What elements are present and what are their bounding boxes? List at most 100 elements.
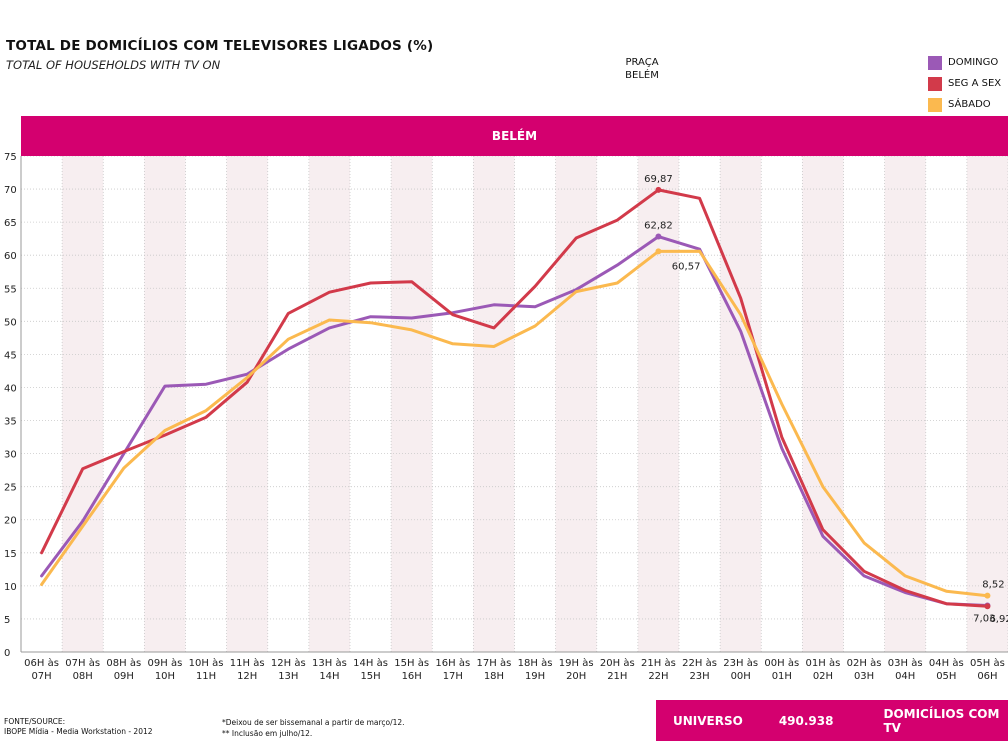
- data-point-marker: [984, 592, 991, 599]
- y-tick-label: 0: [4, 648, 10, 659]
- y-tick-label: 30: [4, 450, 17, 461]
- x-tick-label: 16H às: [435, 657, 470, 669]
- source-text: IBOPE Mídia - Media Workstation - 2012: [4, 727, 153, 736]
- chart-title: TOTAL DE DOMICÍLIOS COM TELEVISORES LIGA…: [6, 38, 434, 54]
- x-tick-label: 06H: [977, 671, 997, 682]
- data-point-marker: [984, 603, 991, 610]
- x-tick-label: 15H: [360, 671, 380, 682]
- y-tick-label: 15: [4, 549, 17, 560]
- y-tick-label: 50: [4, 317, 17, 328]
- legend-item-sabado: SÁBADO: [928, 94, 1001, 115]
- x-tick-label: 16H: [402, 671, 422, 682]
- y-tick-label: 75: [4, 152, 17, 163]
- x-tick-label: 17H: [443, 671, 463, 682]
- y-tick-label: 25: [4, 483, 17, 494]
- x-tick-label: 04H: [895, 671, 915, 682]
- x-tick-label: 13H: [278, 671, 298, 682]
- y-tick-label: 20: [4, 516, 17, 527]
- x-tick-label: 19H: [525, 671, 545, 682]
- legend-label: SÁBADO: [948, 99, 991, 110]
- column-band: [308, 156, 350, 652]
- x-tick-label: 23H: [689, 671, 709, 682]
- x-tick-label: 11H às: [230, 657, 265, 669]
- x-tick-label: 21H às: [641, 657, 676, 669]
- y-tick-label: 5: [4, 615, 10, 626]
- data-point-marker: [655, 233, 662, 240]
- legend-swatch-seg-a-sex: [928, 76, 942, 91]
- x-tick-label: 14H às: [353, 657, 388, 669]
- x-tick-label: 20H: [566, 671, 586, 682]
- region-band-label: BELÉM: [491, 129, 538, 143]
- series-line-s-bado: [40, 249, 989, 598]
- x-tick-label: 18H: [484, 671, 504, 682]
- x-tick-label: 19H às: [559, 657, 594, 669]
- x-tick-label: 03H: [854, 671, 874, 682]
- y-tick-label: 35: [4, 417, 17, 428]
- legend-swatch-sabado: [928, 97, 942, 112]
- series-line-seg-a-sex: [40, 188, 989, 608]
- praca-line-2: BELÉM: [625, 70, 659, 81]
- x-tick-label: 01H: [772, 671, 792, 682]
- x-tick-label: 22H às: [682, 657, 717, 669]
- legend-item-domingo: DOMINGO: [928, 52, 1001, 73]
- legend-swatch-domingo: [928, 55, 942, 70]
- x-tick-label: 10H: [155, 671, 175, 682]
- praca-label: PRAÇA BELÉM: [612, 56, 672, 82]
- x-tick-label: 09H às: [148, 657, 183, 669]
- chart-legend: DOMINGO SEG A SEX SÁBADO: [928, 52, 1001, 115]
- column-band: [62, 156, 104, 652]
- data-label: 62,82: [644, 221, 673, 232]
- x-tick-label: 00H às: [764, 657, 799, 669]
- x-tick-label: 07H às: [65, 657, 100, 669]
- x-tick-label: 07H: [31, 671, 51, 682]
- x-tick-label: 04H às: [929, 657, 964, 669]
- column-band: [966, 156, 1008, 652]
- y-tick-label: 65: [4, 218, 17, 229]
- source-label: FONTE/SOURCE:: [4, 717, 66, 726]
- footnote-1: *Deixou de ser bissemanal a partir de ma…: [222, 718, 405, 727]
- chart-subtitle: TOTAL OF HOUSEHOLDS WITH TV ON: [6, 58, 221, 72]
- x-tick-label: 02H: [813, 671, 833, 682]
- y-tick-label: 70: [4, 185, 17, 196]
- column-band: [226, 156, 268, 652]
- y-tick-label: 45: [4, 350, 17, 361]
- x-tick-label: 11H: [196, 671, 216, 682]
- x-tick-label: 03H às: [888, 657, 923, 669]
- source-footer: FONTE/SOURCE: IBOPE Mídia - Media Workst…: [4, 717, 153, 737]
- x-tick-label: 01H às: [806, 657, 841, 669]
- column-band: [473, 156, 515, 652]
- x-tick-label: 02H às: [847, 657, 882, 669]
- data-label: 6,92: [989, 614, 1008, 625]
- x-tick-label: 12H às: [271, 657, 306, 669]
- universo-box: UNIVERSO 490.938 DOMICÍLIOS COM TV: [656, 700, 1008, 741]
- column-band: [720, 156, 762, 652]
- x-tick-label: 10H às: [189, 657, 224, 669]
- x-tick-label: 15H às: [394, 657, 429, 669]
- y-tick-label: 60: [4, 251, 17, 262]
- footer-notes: *Deixou de ser bissemanal a partir de ma…: [222, 717, 405, 739]
- column-band: [144, 156, 186, 652]
- x-tick-label: 05H às: [970, 657, 1005, 669]
- data-label: 7,03: [973, 614, 995, 625]
- universo-value: 490.938: [778, 713, 834, 728]
- legend-label: DOMINGO: [948, 57, 999, 68]
- region-band: BELÉM: [21, 116, 1008, 156]
- data-point-marker: [655, 186, 662, 193]
- column-band: [884, 156, 926, 652]
- x-tick-label: 20H às: [600, 657, 635, 669]
- x-tick-label: 00H: [731, 671, 751, 682]
- data-point-marker: [655, 248, 662, 255]
- x-tick-label: 12H: [237, 671, 257, 682]
- footnote-2: ** Inclusão em julho/12.: [222, 729, 313, 738]
- x-tick-label: 08H às: [106, 657, 141, 669]
- x-tick-label: 08H: [73, 671, 93, 682]
- universo-unit: DOMICÍLIOS COM TV: [883, 706, 1000, 735]
- data-label: 69,87: [644, 174, 673, 185]
- x-tick-label: 22H: [648, 671, 668, 682]
- legend-item-seg-a-sex: SEG A SEX: [928, 73, 1001, 94]
- y-tick-label: 40: [4, 383, 17, 394]
- y-tick-label: 55: [4, 284, 17, 295]
- universo-label: UNIVERSO: [673, 713, 743, 728]
- x-tick-label: 14H: [319, 671, 339, 682]
